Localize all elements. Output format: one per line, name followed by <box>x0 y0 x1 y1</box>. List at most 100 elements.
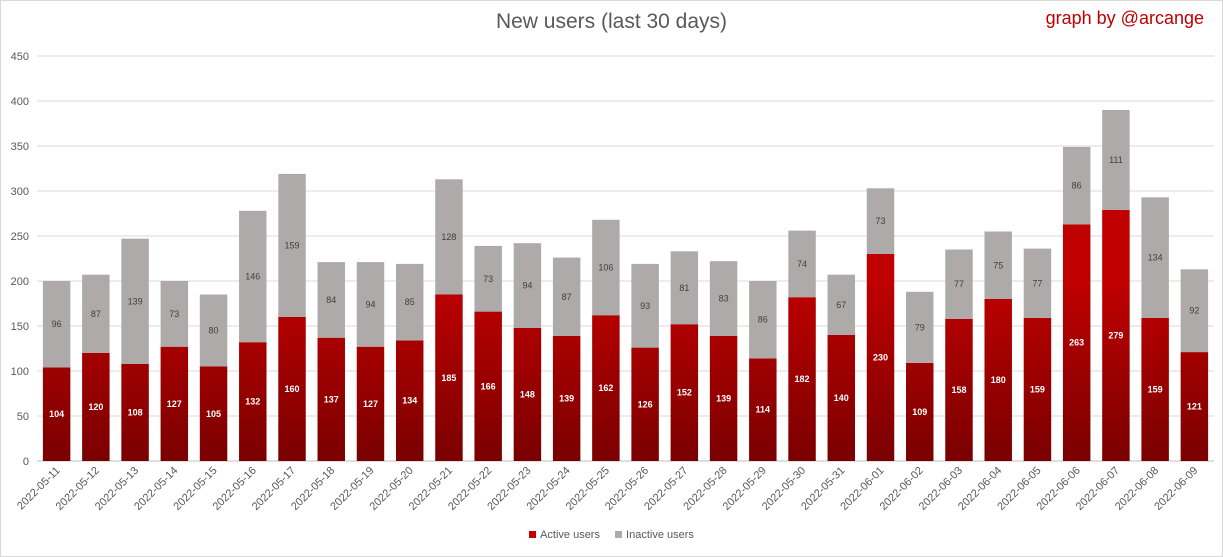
bar-inactive <box>395 263 424 341</box>
bar-active <box>631 347 659 461</box>
data-label-active: 159 <box>1148 384 1163 394</box>
data-label-active: 137 <box>324 394 339 404</box>
bar-inactive <box>788 230 816 298</box>
data-label-inactive: 81 <box>679 283 689 293</box>
bar-active <box>239 342 267 461</box>
bar-active <box>278 317 306 461</box>
legend-item-active: Active users <box>529 529 600 541</box>
bar-inactive <box>317 262 345 338</box>
data-label-inactive: 94 <box>365 299 375 309</box>
data-label-inactive: 106 <box>598 263 613 273</box>
data-label-inactive: 96 <box>52 319 62 329</box>
data-label-inactive: 83 <box>719 294 729 304</box>
data-label-inactive: 86 <box>1072 181 1082 191</box>
data-label-inactive: 92 <box>1189 306 1199 316</box>
bar-inactive <box>984 231 1012 299</box>
data-label-active: 230 <box>873 353 888 363</box>
data-label-inactive: 73 <box>483 274 493 284</box>
data-label-inactive: 84 <box>326 295 336 305</box>
data-label-active: 148 <box>520 389 535 399</box>
data-label-inactive: 146 <box>245 272 260 282</box>
data-label-inactive: 67 <box>836 300 846 310</box>
data-label-active: 182 <box>795 374 810 384</box>
data-label-inactive: 87 <box>91 309 101 319</box>
bar-inactive <box>827 274 856 335</box>
bar-active <box>1062 224 1091 461</box>
data-label-active: 140 <box>834 393 849 403</box>
data-label-inactive: 73 <box>169 309 179 319</box>
legend-label-active: Active users <box>540 529 600 541</box>
bar-active <box>552 335 581 461</box>
bar-active <box>82 353 110 461</box>
data-label-active: 279 <box>1108 330 1123 340</box>
bar-active <box>670 324 699 461</box>
bar-inactive <box>866 188 895 254</box>
data-label-inactive: 74 <box>797 259 807 269</box>
bar-active <box>1180 352 1209 461</box>
data-label-active: 104 <box>49 409 64 419</box>
bar-active <box>827 335 856 461</box>
data-label-inactive: 85 <box>405 297 415 307</box>
data-label-active: 160 <box>285 384 300 394</box>
bar-inactive <box>1023 248 1052 318</box>
y-tick-label: 100 <box>11 366 29 378</box>
y-tick-label: 250 <box>11 231 29 243</box>
data-label-inactive: 159 <box>285 240 300 250</box>
data-label-active: 152 <box>677 388 692 398</box>
bar-active <box>945 318 973 461</box>
data-label-active: 139 <box>716 393 731 403</box>
data-label-active: 263 <box>1069 338 1084 348</box>
data-label-active: 162 <box>598 383 613 393</box>
data-label-inactive: 73 <box>876 216 886 226</box>
bar-active <box>709 335 738 461</box>
data-label-inactive: 79 <box>915 322 925 332</box>
data-label-active: 158 <box>951 385 966 395</box>
bar-active <box>42 367 71 461</box>
bar-active <box>435 294 463 461</box>
y-tick-label: 300 <box>11 186 29 198</box>
y-tick-label: 0 <box>23 456 29 468</box>
data-label-active: 121 <box>1187 402 1202 412</box>
legend-item-inactive: Inactive users <box>615 529 694 541</box>
y-tick-label: 150 <box>11 321 29 333</box>
bar-active <box>356 346 385 461</box>
bar-active <box>592 315 620 461</box>
data-label-inactive: 87 <box>562 292 572 302</box>
bar-inactive <box>552 257 581 336</box>
bar-inactive <box>631 263 659 348</box>
data-label-inactive: 86 <box>758 315 768 325</box>
data-label-active: 132 <box>245 397 260 407</box>
data-label-active: 108 <box>128 407 143 417</box>
data-label-inactive: 93 <box>640 301 650 311</box>
y-tick-label: 50 <box>17 411 29 423</box>
bar-active <box>317 337 345 461</box>
bar-inactive <box>1062 146 1091 225</box>
data-label-active: 159 <box>1030 384 1045 394</box>
bar-inactive <box>82 274 110 353</box>
y-tick-label: 200 <box>11 276 29 288</box>
bar-inactive <box>592 219 620 316</box>
bar-inactive <box>670 251 699 325</box>
bar-inactive <box>709 261 738 336</box>
data-label-active: 127 <box>363 399 378 409</box>
data-label-inactive: 94 <box>522 281 532 291</box>
data-label-active: 105 <box>206 409 221 419</box>
data-label-active: 120 <box>88 402 103 412</box>
bar-inactive <box>435 179 463 295</box>
data-label-inactive: 128 <box>441 232 456 242</box>
bar-active <box>1141 317 1169 461</box>
bar-active <box>395 340 424 461</box>
bar-inactive <box>278 173 306 317</box>
bar-inactive <box>1141 197 1169 318</box>
data-label-active: 185 <box>441 373 456 383</box>
legend-label-inactive: Inactive users <box>626 529 694 541</box>
bar-active <box>199 366 228 461</box>
bar-inactive <box>749 281 777 359</box>
bar-active <box>160 346 189 461</box>
bar-inactive <box>239 210 267 343</box>
bar-active <box>984 299 1012 461</box>
bar-active <box>1102 209 1130 461</box>
bar-active <box>788 297 816 461</box>
bar-inactive <box>906 291 934 363</box>
